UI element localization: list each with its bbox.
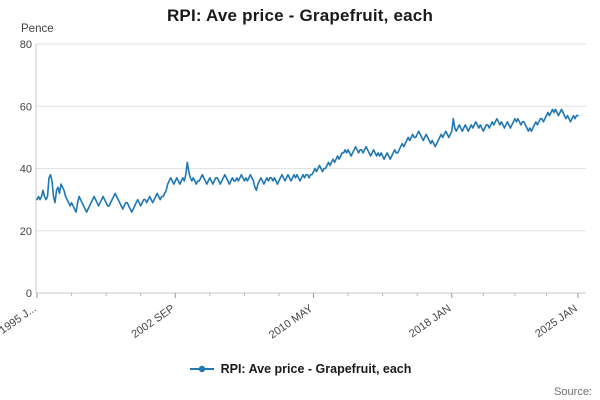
svg-text:40: 40 xyxy=(20,164,32,176)
series-line[interactable] xyxy=(36,108,579,213)
svg-text:80: 80 xyxy=(20,39,32,51)
svg-text:0: 0 xyxy=(26,288,32,300)
legend-line-marker xyxy=(189,365,214,373)
svg-text:2010 MAY: 2010 MAY xyxy=(267,302,316,341)
legend-item[interactable]: RPI: Ave price - Grapefruit, each xyxy=(0,362,600,376)
legend-label: RPI: Ave price - Grapefruit, each xyxy=(220,362,412,376)
chart-title: RPI: Ave price - Grapefruit, each xyxy=(166,6,434,25)
y-axis-unit-label: Pence xyxy=(21,23,54,35)
svg-text:20: 20 xyxy=(20,226,32,238)
source-label: Source: xyxy=(554,386,592,398)
svg-text:1995 J...: 1995 J... xyxy=(0,303,39,337)
svg-text:2018 JAN: 2018 JAN xyxy=(407,303,454,341)
axes xyxy=(35,44,586,294)
gridlines xyxy=(36,43,586,232)
svg-text:2025 JAN: 2025 JAN xyxy=(533,303,580,341)
x-axis-tick-labels: 1995 J... 2002 SEP 2010 MAY 2018 JAN 2025 JA… xyxy=(0,293,580,341)
svg-text:2002 SEP: 2002 SEP xyxy=(130,303,177,341)
y-axis-tick-labels: 0 20 40 60 80 xyxy=(20,39,32,300)
svg-text:60: 60 xyxy=(20,101,32,113)
